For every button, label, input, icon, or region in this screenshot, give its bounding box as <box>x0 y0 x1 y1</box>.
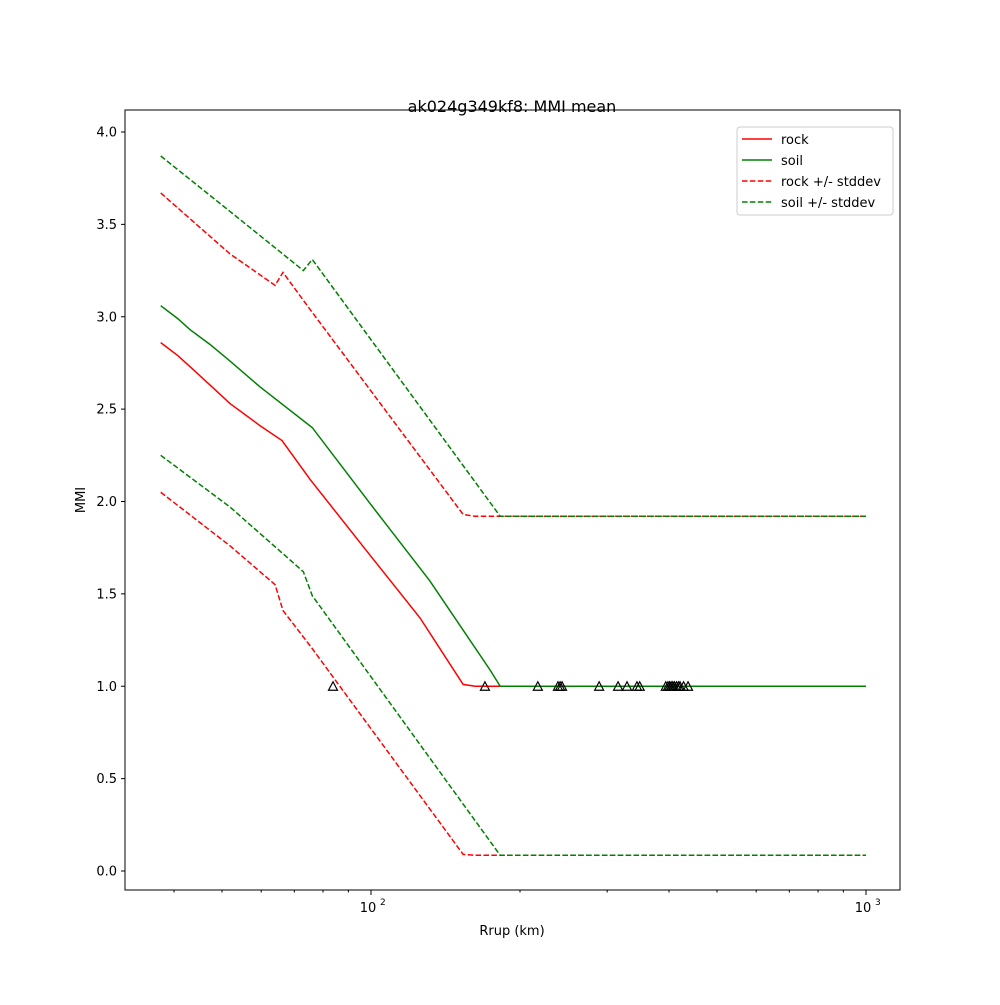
y-tick-label: 2.0 <box>96 495 117 510</box>
legend-label-rock-stddev: rock +/- stddev <box>781 175 881 190</box>
y-axis-label: MMI <box>74 487 89 513</box>
y-tick-label: 4.0 <box>96 126 117 141</box>
observation-marker <box>634 680 646 691</box>
observation-marker <box>593 680 605 691</box>
observation-marker <box>479 680 491 691</box>
series-rock-stddev-upper-line <box>160 192 866 518</box>
legend-label-rock: rock <box>781 133 809 148</box>
x-tick-label-exponent: 3 <box>875 898 881 908</box>
observation-marker <box>612 680 624 691</box>
observation-marker <box>621 680 633 691</box>
x-tick-label-exponent: 2 <box>380 898 386 908</box>
series-soil-stddev-lower-line <box>160 454 866 857</box>
plot-frame <box>124 109 901 891</box>
y-tick-label: 3.0 <box>96 310 117 325</box>
series-soil-line <box>160 305 866 687</box>
observation-marker <box>327 680 339 691</box>
y-tick-label: 2.5 <box>96 403 117 418</box>
series-rock-stddev-lower-line <box>160 491 866 857</box>
observation-marker <box>532 680 544 691</box>
legend-label-soil-stddev: soil +/- stddev <box>781 196 876 211</box>
y-tick-label: 0.0 <box>96 865 117 880</box>
y-tick-label: 1.5 <box>96 587 117 602</box>
legend: rock soil rock +/- stddev soil +/- stddev <box>736 126 894 216</box>
observation-marker <box>556 680 568 691</box>
x-tick-label-base: 10 <box>360 901 377 916</box>
y-tick-label: 1.0 <box>96 680 117 695</box>
observation-marker <box>682 680 694 691</box>
x-axis-label: Rrup (km) <box>479 924 544 939</box>
series-rock-line <box>160 342 866 687</box>
x-tick-label-base: 10 <box>855 901 872 916</box>
y-tick-label: 0.5 <box>96 772 117 787</box>
chart-title: ak024g349kf8: MMI mean <box>408 97 617 116</box>
series-soil-stddev-upper-line <box>160 155 866 518</box>
legend-label-soil: soil <box>781 154 803 169</box>
y-tick-label: 3.5 <box>96 218 117 233</box>
